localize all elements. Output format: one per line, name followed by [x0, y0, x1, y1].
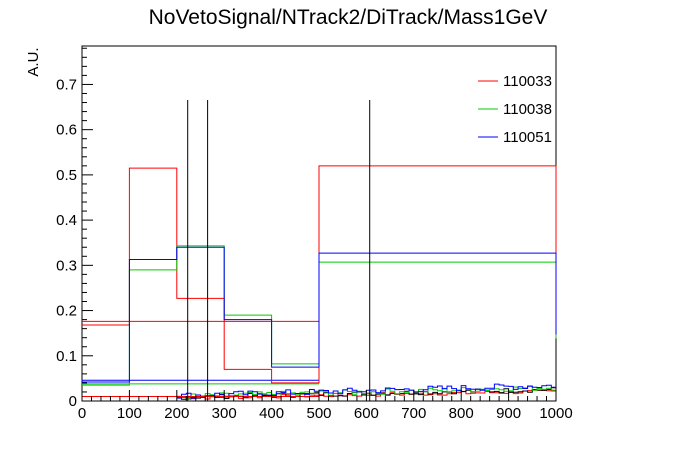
y-tick-label: 0.1: [56, 348, 77, 365]
y-tick-label: 0.6: [56, 122, 77, 139]
x-tick-label: 1000: [539, 405, 572, 422]
x-tick-label: 300: [212, 405, 237, 422]
legend-label: 110038: [503, 101, 552, 118]
y-tick-label: 0: [69, 393, 77, 410]
chart-title: NoVetoSignal/NTrack2/DiTrack/Mass1GeV: [149, 6, 548, 29]
legend-label: 110033: [503, 73, 552, 90]
histogram-series-110033: [82, 165, 557, 384]
y-tick-label: 0.4: [56, 212, 77, 229]
y-tick-label: 0.5: [56, 167, 77, 184]
x-tick-label: 700: [401, 405, 426, 422]
x-tick-label: 200: [164, 405, 189, 422]
x-tick-label: 0: [78, 405, 86, 422]
x-tick-label: 800: [449, 405, 474, 422]
x-tick-label: 600: [354, 405, 379, 422]
x-tick-label: 900: [496, 405, 521, 422]
y-tick-label: 0.3: [56, 257, 77, 274]
legend: 110033 110038 110051: [478, 73, 552, 146]
y-tick-label: 0.2: [56, 303, 77, 320]
histogram-series-110051: [82, 246, 557, 383]
legend-label: 110051: [503, 129, 552, 146]
y-tick-label: 0.7: [56, 76, 77, 93]
x-tick-label: 400: [259, 405, 284, 422]
plot-area: 0 100 200 300 400 500 600 700 800 900 1000 0 0.1 0.2 0…: [56, 45, 573, 422]
y-axis-label: A.U.: [25, 47, 42, 76]
x-tick-label: 100: [117, 405, 142, 422]
x-tick-label: 500: [306, 405, 331, 422]
